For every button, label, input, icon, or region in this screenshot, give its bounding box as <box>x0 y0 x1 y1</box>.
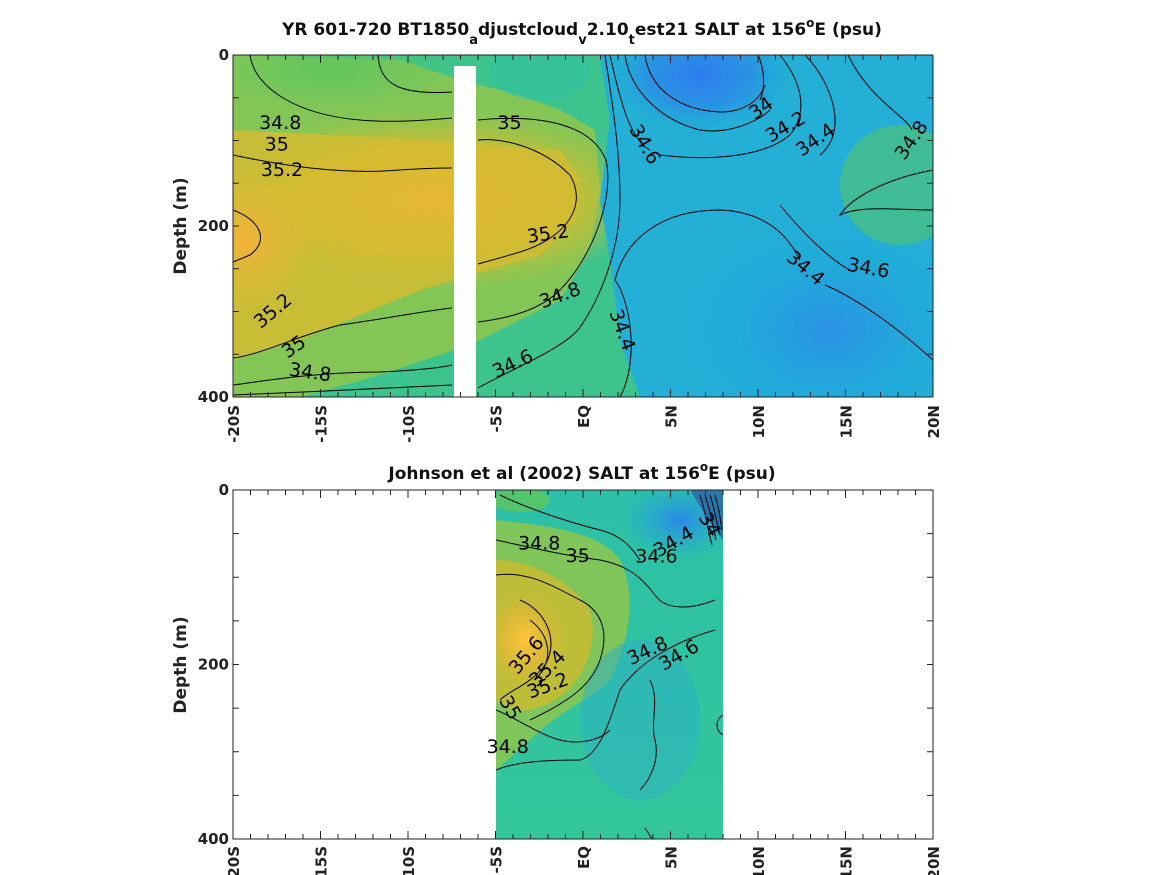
x-tick-label: 10N <box>750 846 768 875</box>
x-tick-label: -20S <box>225 846 243 875</box>
contour-label: 35 <box>265 133 289 155</box>
x-tick-label: -15S <box>313 846 331 875</box>
x-tick-label: EQ <box>575 405 593 428</box>
top-panel: YR 601-720 BT1850adjustcloudv2.10test21 … <box>171 16 943 443</box>
x-tick-label: -15S <box>313 405 331 443</box>
y-tick-label: 0 <box>219 46 229 64</box>
top-y-axis-label: Depth (m) <box>171 177 191 274</box>
y-tick-label: 400 <box>198 830 229 848</box>
x-tick-label: 20N <box>925 846 943 875</box>
x-tick-label: 20N <box>925 405 943 438</box>
bottom-panel: Johnson et al (2002) SALT at 156oE (psu) <box>171 460 943 875</box>
top-title: YR 601-720 BT1850adjustcloudv2.10test21 … <box>281 16 882 48</box>
bottom-y-axis-label: Depth (m) <box>171 616 191 713</box>
contour-label: 35.2 <box>261 159 303 181</box>
top-x-ticks: -20S -15S -10S -5S EQ 5N 10N 15N 20N <box>225 55 943 443</box>
x-tick-label: -5S <box>488 846 506 873</box>
x-tick-label: 5N <box>663 846 681 869</box>
contour-label: 34.8 <box>487 736 529 758</box>
x-tick-label: -20S <box>225 405 243 443</box>
contour-label: 34.6 <box>635 546 677 568</box>
top-heatmap <box>233 55 933 397</box>
contour-label: 35 <box>566 545 590 567</box>
top-y-ticks: 0 200 400 <box>198 46 933 406</box>
x-tick-label: 15N <box>838 846 856 875</box>
contour-label: 34.8 <box>518 533 560 555</box>
x-tick-label: 10N <box>750 405 768 438</box>
x-tick-label: EQ <box>575 846 593 869</box>
contour-label: 34.8 <box>259 112 301 134</box>
x-tick-label: -10S <box>400 846 418 875</box>
bottom-x-ticks: -20S -15S -10S -5S EQ 5N 10N 15N 20N <box>225 490 943 875</box>
x-tick-label: 15N <box>838 405 856 438</box>
bottom-y-ticks: 0 200 400 <box>198 481 933 848</box>
x-tick-label: -10S <box>400 405 418 443</box>
x-tick-label: -5S <box>488 405 506 432</box>
y-tick-label: 400 <box>198 388 229 406</box>
contour-label: 35 <box>497 112 521 134</box>
x-tick-label: 5N <box>663 405 681 428</box>
y-tick-label: 200 <box>198 656 229 674</box>
bottom-title: Johnson et al (2002) SALT at 156oE (psu) <box>387 460 775 484</box>
y-tick-label: 200 <box>198 217 229 235</box>
y-tick-label: 0 <box>219 481 229 499</box>
bottom-heatmap <box>496 490 723 839</box>
